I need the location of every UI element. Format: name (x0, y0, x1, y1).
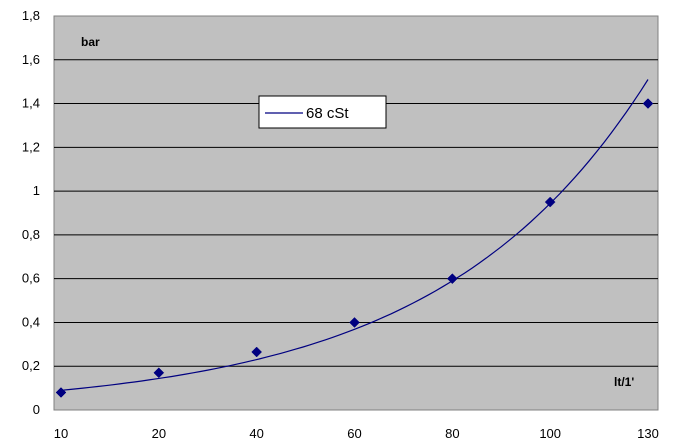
y-tick-label: 0,6 (22, 271, 40, 286)
y-tick-label: 0,8 (22, 227, 40, 242)
y-tick-label: 0,2 (22, 358, 40, 373)
data-point (446, 273, 458, 285)
y-tick-label: 1 (33, 183, 40, 198)
data-points (55, 98, 654, 398)
x-tick-label: 60 (347, 426, 361, 441)
y-tick-label: 0 (33, 402, 40, 417)
y-tick-label: 1,8 (22, 8, 40, 23)
data-point (642, 98, 654, 109)
data-point (251, 346, 263, 358)
y-tick-label: 1,2 (22, 139, 40, 154)
x-axis-label: lt/1' (614, 375, 634, 389)
x-tick-label: 100 (539, 426, 561, 441)
legend-box (258, 95, 387, 129)
y-axis-label: bar (81, 35, 100, 49)
x-tick-label: 10 (54, 426, 68, 441)
x-tick-label: 20 (152, 426, 166, 441)
data-point (349, 317, 360, 328)
data-point (544, 196, 556, 208)
x-tick-label: 80 (445, 426, 459, 441)
legend-label: 68 cSt (306, 105, 349, 122)
x-tick-label: 130 (637, 426, 659, 441)
plot-area (53, 15, 659, 411)
gridlines (54, 59, 658, 367)
x-tick-label: 40 (249, 426, 263, 441)
y-axis-ticks: 0 0,2 0,4 0,6 0,8 1 1,2 1,4 1,6 1,8 (22, 8, 40, 417)
y-tick-label: 0,4 (22, 314, 40, 329)
y-tick-label: 1,6 (22, 52, 40, 67)
data-point (55, 387, 67, 398)
x-axis-ticks: 10 20 40 60 80 100 130 (54, 426, 659, 441)
legend: 68 cSt (258, 95, 387, 129)
data-point (153, 367, 165, 379)
y-tick-label: 1,4 (22, 96, 40, 111)
